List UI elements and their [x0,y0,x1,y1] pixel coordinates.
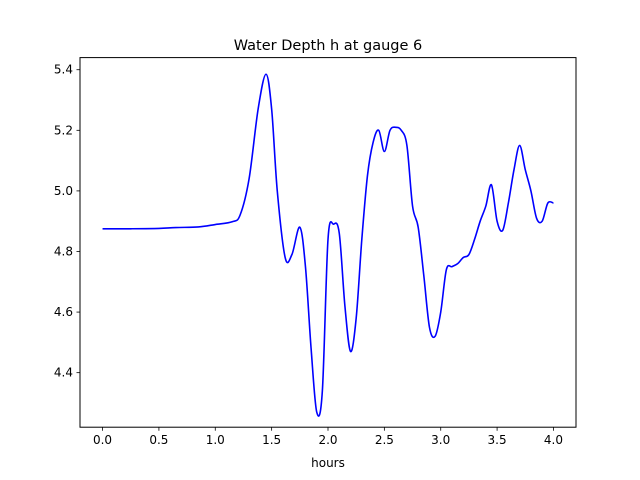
x-axis-label: hours [311,456,345,470]
x-tick-label: 3.5 [488,433,507,447]
y-tick-label: 5.4 [54,63,73,77]
x-tick-label: 0.0 [93,433,112,447]
x-tick-label: 2.5 [375,433,394,447]
y-tick-label: 5.0 [54,184,73,198]
y-axis-ticks: 4.4 4.6 4.8 5.0 5.2 5.4 [54,63,80,380]
x-tick-label: 4.0 [544,433,563,447]
plot-area [102,73,554,417]
y-tick-label: 4.4 [54,366,73,380]
series-line-0 [102,73,554,417]
y-tick-label: 4.6 [54,305,73,319]
x-tick-label: 0.5 [149,433,168,447]
y-tick-label: 4.8 [54,244,73,258]
x-tick-label: 3.0 [431,433,450,447]
x-tick-label: 1.0 [206,433,225,447]
x-axis-ticks: 0.0 0.5 1.0 1.5 2.0 2.5 3.0 3.5 4.0 [93,427,563,447]
x-tick-label: 2.0 [318,433,337,447]
y-tick-label: 5.2 [54,123,73,137]
x-tick-label: 1.5 [262,433,281,447]
chart-title: Water Depth h at gauge 6 [234,38,422,54]
